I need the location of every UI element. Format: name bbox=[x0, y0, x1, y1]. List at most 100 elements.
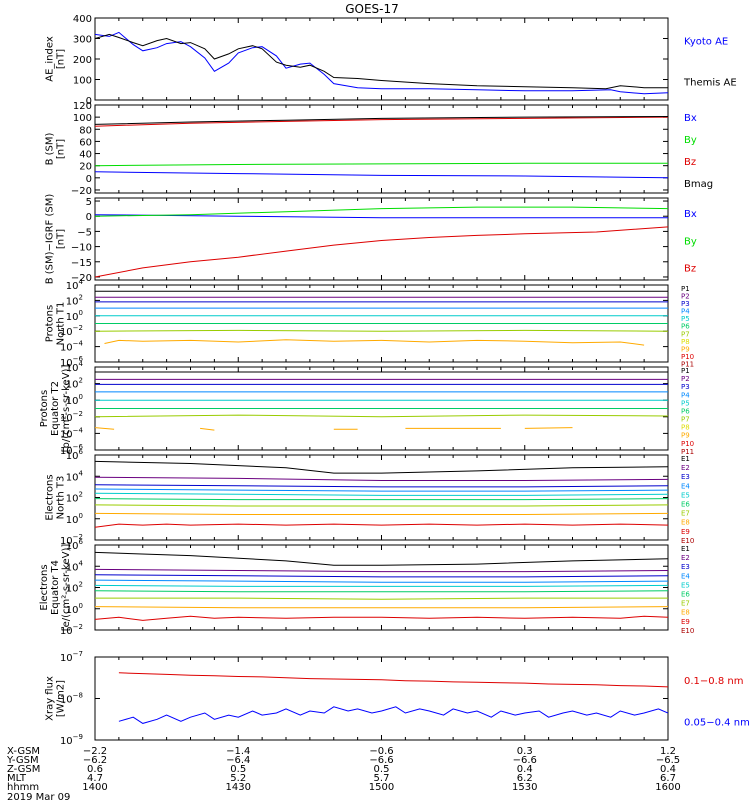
series-line-e7 bbox=[95, 597, 668, 600]
y-tick-label: 400 bbox=[73, 14, 92, 25]
legend-entry: E6 bbox=[681, 591, 690, 599]
y-tick-label: 0 bbox=[86, 96, 92, 107]
x-axis-value: 6.7 bbox=[660, 773, 676, 784]
x-axis-value: −6.4 bbox=[226, 755, 250, 766]
x-axis-value: 0.4 bbox=[660, 764, 676, 775]
y-axis-label: [nT] bbox=[56, 229, 67, 249]
series-line-p8 bbox=[95, 427, 115, 430]
y-tick-label: 0 bbox=[86, 212, 92, 223]
y-tick-exponent: 4 bbox=[79, 278, 84, 286]
legend-entry: P6 bbox=[681, 323, 690, 331]
series-line-p8e bbox=[524, 427, 573, 429]
legend-entry: P2 bbox=[681, 293, 690, 301]
series-line-0-1-0-8-nm bbox=[118, 672, 668, 688]
x-axis-value: −6.5 bbox=[656, 755, 680, 766]
y-tick-label: −15 bbox=[71, 258, 92, 269]
legend-entry: P11 bbox=[681, 360, 694, 368]
series-line-kyoto-ae bbox=[95, 31, 668, 95]
y-tick-exponent: 4 bbox=[79, 360, 84, 368]
y-tick-exponent: −9 bbox=[73, 733, 83, 741]
legend-entry: E4 bbox=[681, 482, 690, 490]
y-tick-exponent: 6 bbox=[79, 538, 84, 546]
series-line-e3 bbox=[95, 484, 668, 488]
y-tick-label: −5 bbox=[77, 227, 92, 238]
y-tick-label: 106 bbox=[66, 448, 84, 462]
legend-entry: E7 bbox=[681, 510, 690, 518]
legend-entry: Themis AE bbox=[683, 78, 737, 89]
x-axis-value: 0.5 bbox=[374, 764, 390, 775]
legend-entry: Kyoto AE bbox=[684, 37, 728, 48]
series-line-by bbox=[95, 162, 668, 167]
series-line-e2 bbox=[95, 568, 668, 573]
panel-frame bbox=[94, 197, 669, 281]
x-axis-value: 1500 bbox=[369, 782, 394, 793]
y-tick-label: −10 bbox=[71, 243, 92, 254]
x-axis-value: 0.6 bbox=[87, 764, 103, 775]
y-tick-label: 20 bbox=[79, 162, 92, 173]
y-tick-label: 100 bbox=[66, 309, 83, 323]
legend-entry: P4 bbox=[681, 308, 690, 316]
x-axis-value: 1600 bbox=[655, 782, 680, 793]
legend-entry: E3 bbox=[681, 473, 690, 481]
legend-entry: P1 bbox=[681, 285, 690, 293]
legend-entry: 0.05−0.4 nm bbox=[684, 717, 750, 728]
x-axis-row-label: X-GSM bbox=[7, 746, 40, 757]
y-tick-label: 0 bbox=[86, 174, 92, 185]
legend-entry: P9 bbox=[681, 345, 690, 353]
series-line-e7 bbox=[95, 504, 668, 507]
legend-entry: P8 bbox=[681, 338, 690, 346]
legend-entry: P3 bbox=[681, 383, 690, 391]
y-tick-label: 102 bbox=[66, 491, 83, 505]
y-tick-label: 100 bbox=[73, 76, 92, 87]
series-line-e2 bbox=[95, 476, 668, 481]
x-axis-value: 6.2 bbox=[517, 773, 533, 784]
series-line-e4 bbox=[95, 488, 668, 492]
y-tick-label: 80 bbox=[79, 125, 92, 136]
series-line-e1 bbox=[95, 551, 668, 566]
legend-entry: E1 bbox=[681, 455, 690, 463]
series-line-e4 bbox=[95, 579, 668, 583]
x-axis-row-label: hhmm bbox=[7, 782, 39, 793]
x-axis-value: −6.6 bbox=[369, 755, 393, 766]
y-axis-label: B (SM) bbox=[45, 132, 56, 165]
x-axis-value: −2.2 bbox=[83, 746, 107, 757]
y-axis-label: Protons bbox=[39, 390, 50, 427]
y-tick-label: 102 bbox=[66, 293, 83, 307]
series-line-e8 bbox=[95, 512, 668, 515]
y-axis-label: North T3 bbox=[56, 476, 67, 520]
y-tick-exponent: −6 bbox=[73, 443, 84, 451]
y-axis-label: Electrons bbox=[45, 474, 56, 520]
series-line-by bbox=[95, 206, 668, 217]
y-tick-exponent: −8 bbox=[73, 692, 83, 700]
y-tick-exponent: −6 bbox=[73, 355, 84, 363]
y-tick-exponent: 2 bbox=[79, 491, 83, 499]
legend-entry: E2 bbox=[681, 464, 690, 472]
legend-entry: E10 bbox=[681, 627, 694, 635]
x-axis-value: 0.4 bbox=[517, 764, 533, 775]
y-axis-label: [e/(cm²-s-sr-keV)] bbox=[61, 544, 72, 632]
y-tick-exponent: −2 bbox=[73, 533, 83, 541]
y-tick-exponent: −4 bbox=[73, 340, 84, 348]
panel-ae: 0 100 200 300 400 AE_index [nT] Kyoto AE Themis … bbox=[45, 14, 737, 107]
x-axis-row-label: 2019 Mar 09 bbox=[7, 792, 70, 800]
x-axis-value: −6.6 bbox=[513, 755, 537, 766]
series-line-e6 bbox=[95, 498, 668, 501]
x-axis-value: −0.6 bbox=[369, 746, 393, 757]
y-tick-label: 200 bbox=[73, 55, 92, 66]
y-tick-label: 40 bbox=[79, 150, 92, 161]
legend-entry: E8 bbox=[681, 609, 690, 617]
x-axis-value: 1.2 bbox=[660, 746, 676, 757]
legend-entry: 0.1−0.8 nm bbox=[684, 676, 743, 687]
y-axis-label: North T1 bbox=[56, 302, 67, 346]
legend-entry: P10 bbox=[681, 353, 694, 361]
y-axis-label: [p/(cm²-s-sr-keV)] bbox=[61, 365, 72, 453]
series-line-e5 bbox=[95, 584, 668, 587]
series-line-e5 bbox=[95, 492, 668, 496]
x-axis-row-label: Z-GSM bbox=[7, 764, 40, 775]
legend-entry: Bz bbox=[684, 157, 696, 168]
